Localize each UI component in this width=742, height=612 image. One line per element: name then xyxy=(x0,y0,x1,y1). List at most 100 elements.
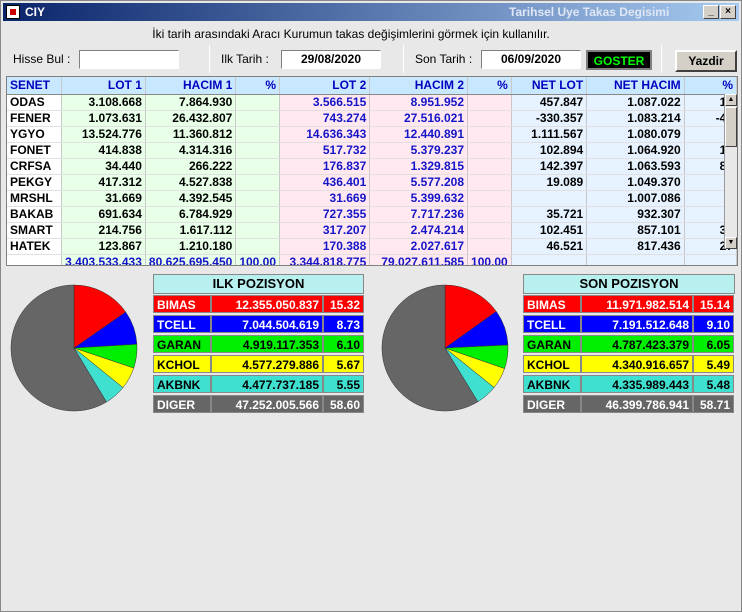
goster-button[interactable]: GOSTER xyxy=(586,50,652,70)
table-row[interactable]: SMART 214.756 1.617.112 317.207 2.474.214 102… xyxy=(7,222,737,239)
table-row[interactable]: CRFSA 34.440 266.222 176.837 1.329.815 142.39… xyxy=(7,158,737,175)
table-cell xyxy=(467,190,512,207)
position-pct: 58.71 xyxy=(693,395,734,413)
pie-slice xyxy=(381,284,479,412)
symbol-cell: FENER xyxy=(7,110,63,127)
table-cell xyxy=(235,174,281,191)
table-cell: 1.087.022 xyxy=(586,94,685,111)
symbol-cell: MRSHL xyxy=(7,190,63,207)
table-cell: 1.210.180 xyxy=(145,238,237,255)
symbol-cell: PEKGY xyxy=(7,174,63,191)
table-cell: 1.073.631 xyxy=(61,110,146,127)
table-cell xyxy=(467,238,512,255)
table-cell: 727.355 xyxy=(279,206,371,223)
column-header[interactable]: % xyxy=(684,77,737,95)
table-cell: 7 xyxy=(684,126,737,143)
table-cell xyxy=(235,238,281,255)
symbol-cell: SMART xyxy=(7,222,63,239)
table-cell: 743.274 xyxy=(279,110,371,127)
position-pct: 8.73 xyxy=(323,315,364,333)
hisse-label: Hisse Bul : xyxy=(13,52,71,66)
column-header[interactable]: % xyxy=(235,77,281,95)
column-header[interactable]: HACIM 1 xyxy=(145,77,237,95)
window-title: CIY xyxy=(25,5,46,19)
table-row[interactable]: HATEK 123.867 1.210.180 170.388 2.027.617 46.… xyxy=(7,238,737,255)
position-name: DIGER xyxy=(153,395,211,413)
total-cell: 3.344.818.775 xyxy=(279,254,371,265)
column-header[interactable]: SENET xyxy=(7,77,63,95)
pie-slice xyxy=(10,284,107,412)
position-pct: 15.32 xyxy=(323,295,364,313)
close-icon[interactable]: × xyxy=(720,5,736,19)
table-cell: 35.721 xyxy=(511,206,588,223)
app-icon xyxy=(6,5,20,19)
column-header[interactable]: LOT 2 xyxy=(279,77,371,95)
position-name: AKBNK xyxy=(523,375,581,393)
table-cell: 1.007.086 xyxy=(586,190,685,207)
data-grid[interactable]: SENET LOT 1 HACIM 1% LOT 2 HACIM 2% NET LOT NE… xyxy=(6,76,738,266)
description-text: İki tarih arasındaki Aracı Kurumun takas… xyxy=(152,27,550,41)
toolbar-separator xyxy=(661,45,662,73)
column-header[interactable]: % xyxy=(467,77,512,95)
table-cell: 1.329.815 xyxy=(369,158,469,175)
title-bar[interactable]: CIY Tarihsel Uye Takas Degisimi _ × xyxy=(3,3,739,21)
position-name: KCHOL xyxy=(153,355,211,373)
position-value: 4.919.117.353 xyxy=(211,335,323,353)
table-cell: 27 xyxy=(684,238,737,255)
ilk-tarih-label: Ilk Tarih : xyxy=(221,52,269,66)
symbol-cell: ODAS xyxy=(7,94,63,111)
table-row[interactable]: PEKGY 417.312 4.527.838 436.401 5.577.208 19.… xyxy=(7,174,737,191)
column-header[interactable]: LOT 1 xyxy=(61,77,146,95)
table-row[interactable]: FENER 1.073.631 26.432.807 743.274 27.516.02… xyxy=(7,110,737,127)
arrow-up-icon[interactable]: ▲ xyxy=(725,94,737,106)
table-cell xyxy=(467,110,512,127)
position-value: 11.971.982.514 xyxy=(581,295,693,313)
son-tarih-field[interactable]: 06/09/2020 xyxy=(481,50,581,69)
table-cell: 176.837 xyxy=(279,158,371,175)
table-cell: 517.732 xyxy=(279,142,371,159)
table-cell: 414.838 xyxy=(61,142,146,159)
total-cell: 3.403.533.433 xyxy=(61,254,146,265)
column-header[interactable]: NET HACIM xyxy=(586,77,685,95)
hisse-search-input[interactable] xyxy=(79,50,179,69)
symbol-cell: YGYO xyxy=(7,126,63,143)
table-cell: 1.111.567 xyxy=(511,126,588,143)
position-name: GARAN xyxy=(153,335,211,353)
table-row[interactable]: MRSHL 31.669 4.392.545 31.669 5.399.632 1.007… xyxy=(7,190,737,207)
table-cell: 2.474.214 xyxy=(369,222,469,239)
total-cell xyxy=(511,254,588,265)
arrow-down-icon[interactable]: ▼ xyxy=(725,237,737,249)
column-header[interactable]: HACIM 2 xyxy=(369,77,469,95)
symbol-cell: FONET xyxy=(7,142,63,159)
scroll-thumb[interactable] xyxy=(725,107,737,147)
table-cell: 5.379.237 xyxy=(369,142,469,159)
column-header[interactable]: NET LOT xyxy=(511,77,588,95)
position-pct: 5.67 xyxy=(323,355,364,373)
vertical-scrollbar[interactable]: ▲ ▼ xyxy=(724,94,737,249)
table-cell: 32 xyxy=(684,222,737,239)
position-row: TCELL 7.191.512.648 9.10 xyxy=(523,315,734,333)
ilk-tarih-field[interactable]: 29/08/2020 xyxy=(281,50,381,69)
table-row[interactable]: ODAS 3.108.668 7.864.930 3.566.515 8.951.952… xyxy=(7,94,737,111)
table-row[interactable]: BAKAB 691.634 6.784.929 727.355 7.717.236 35.… xyxy=(7,206,737,223)
table-row[interactable]: YGYO 13.524.776 11.360.812 14.636.343 12.440… xyxy=(7,126,737,143)
table-cell: 12.440.891 xyxy=(369,126,469,143)
table-cell xyxy=(467,94,512,111)
table-row[interactable]: FONET 414.838 4.314.316 517.732 5.379.237 102… xyxy=(7,142,737,159)
position-pct: 6.05 xyxy=(693,335,734,353)
table-cell: 266.222 xyxy=(145,158,237,175)
table-cell: 102.451 xyxy=(511,222,588,239)
yazdir-button[interactable]: Yazdir xyxy=(675,50,737,72)
position-value: 4.787.423.379 xyxy=(581,335,693,353)
table-cell xyxy=(467,222,512,239)
table-cell: 170.388 xyxy=(279,238,371,255)
total-cell xyxy=(7,254,63,265)
position-name: TCELL xyxy=(523,315,581,333)
position-row: KCHOL 4.340.916.657 5.49 xyxy=(523,355,734,373)
table-cell: 27.516.021 xyxy=(369,110,469,127)
table-cell xyxy=(235,110,281,127)
table-cell: 31.669 xyxy=(279,190,371,207)
table-cell: 26.432.807 xyxy=(145,110,237,127)
minimize-icon[interactable]: _ xyxy=(703,5,719,19)
